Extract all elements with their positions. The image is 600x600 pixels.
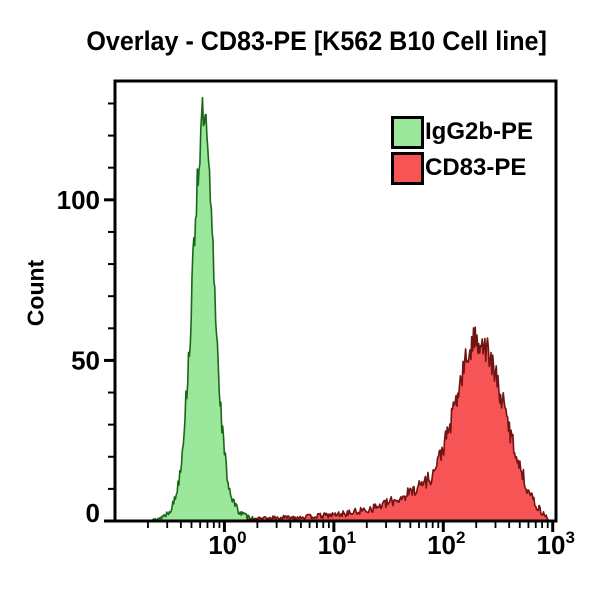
x-tick-label: 100 (208, 528, 246, 560)
x-tick-label: 102 (427, 528, 465, 560)
x-tick-label: 101 (318, 528, 356, 560)
legend-item-cd83: CD83-PE (391, 151, 533, 185)
y-tick-label: 50 (71, 345, 100, 375)
chart-title: Overlay - CD83-PE [K562 B10 Cell line] (34, 26, 600, 57)
y-tick-label: 0 (86, 498, 100, 528)
plot-border (113, 79, 558, 523)
legend-item-igg2b: IgG2b-PE (391, 115, 533, 149)
chart-title-text: Overlay - CD83-PE [K562 B10 Cell line] (86, 26, 548, 56)
series-IgG2b-PE (144, 96, 280, 522)
legend-label-cd83: CD83-PE (425, 154, 527, 181)
y-tick-label: 100 (57, 185, 100, 215)
legend-swatch-igg2b (391, 115, 424, 149)
legend-label-igg2b: IgG2b-PE (425, 118, 534, 145)
series-CD83-PE (243, 326, 551, 522)
x-tick-label: 103 (537, 528, 575, 560)
legend: IgG2b-PE CD83-PE (391, 115, 533, 187)
legend-swatch-cd83 (391, 151, 424, 185)
